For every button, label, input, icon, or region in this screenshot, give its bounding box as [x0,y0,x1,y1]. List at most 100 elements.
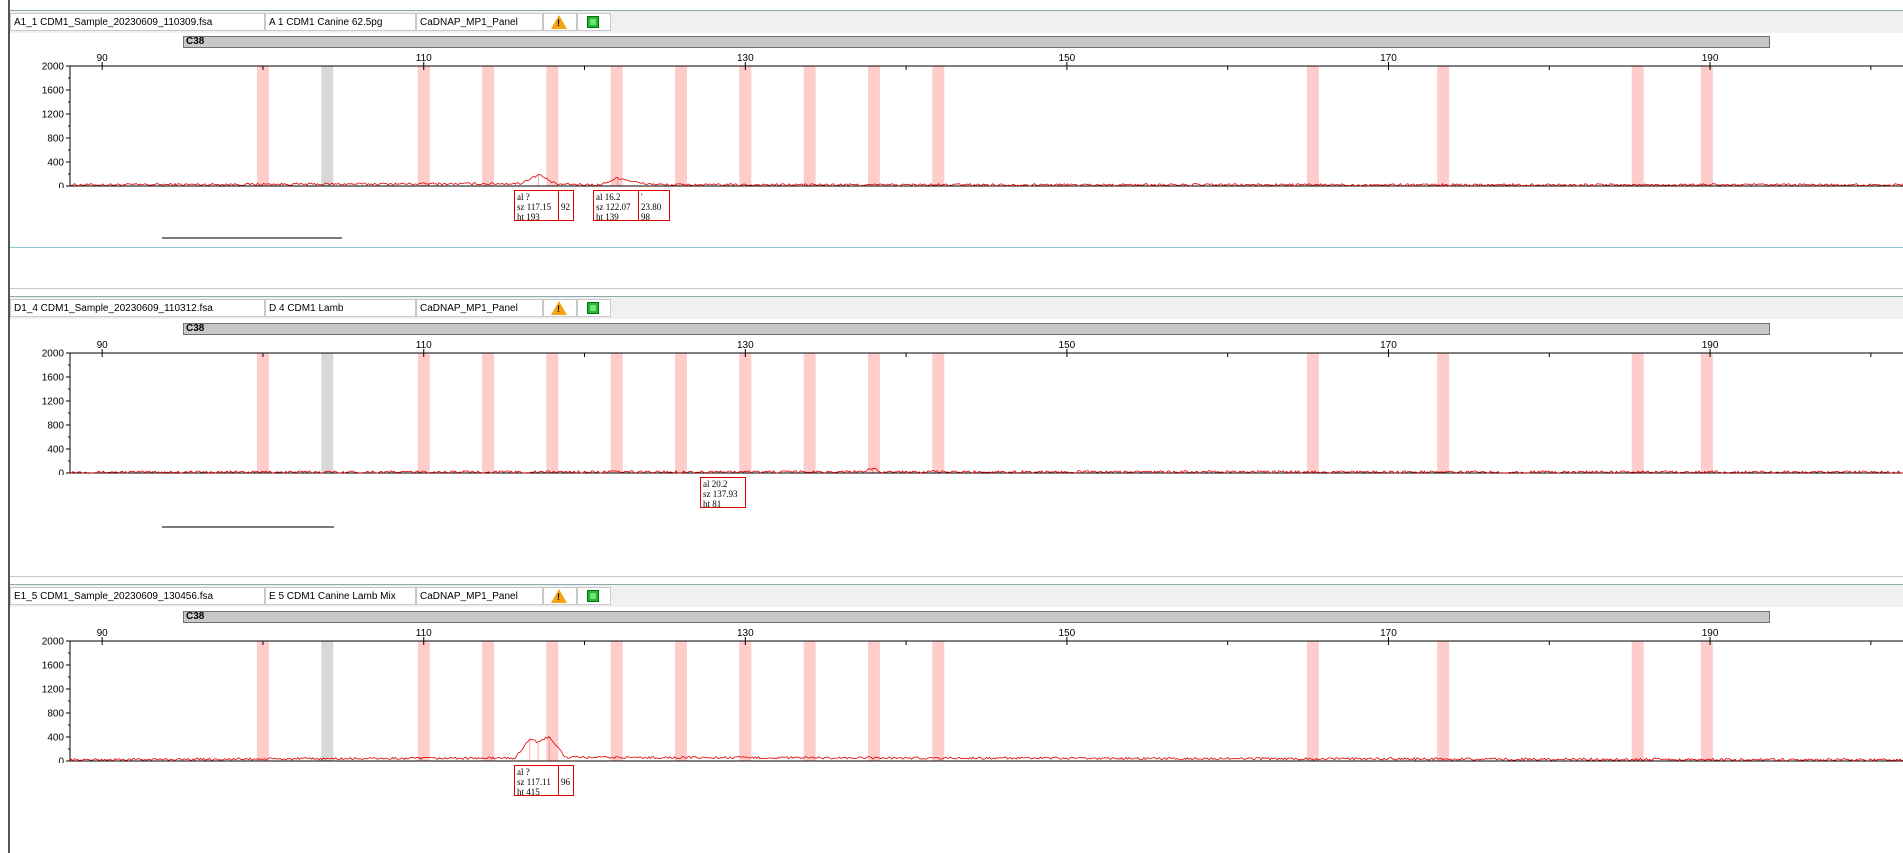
allele-bin [867,66,880,186]
allele-bin [482,353,495,473]
allele-bin [256,641,269,761]
x-tick-label: 150 [1059,340,1076,351]
allele-bin [610,641,623,761]
allele-bin [867,641,880,761]
virtual-bin [321,353,334,473]
y-tick-label: 400 [47,445,64,456]
peak-label-overlap[interactable]: ' 23.80 98 [638,190,670,222]
y-tick-label: 1200 [42,397,65,408]
panel-separator [10,576,1903,577]
peak-label-al: al ? [517,192,530,202]
peak-label[interactable]: al 16.2 sz 122.07 ht 139 [593,190,639,222]
peak-label-sz: sz 122.07 [596,202,631,212]
peak-label-al: al ? [517,767,530,777]
y-tick-label: 1200 [42,110,65,121]
allele-bin [482,66,495,186]
allele-bin [675,66,687,186]
green-status-icon[interactable] [577,299,611,317]
peak-label-al: al 16.2 [596,192,621,202]
electropherogram-chart[interactable]: 90 110 130 150 170 190 2000 1600 1200 800 400 0 [10,48,1903,188]
allele-bin [1437,641,1450,761]
peak-label-extra0 [561,192,571,202]
peak-label[interactable]: al ? sz 117.15 ht 193 [514,190,559,222]
allele-bin [546,353,559,473]
marker-bar-c38[interactable]: C38 [183,611,1770,623]
allele-bin [675,641,687,761]
x-tick-label: 190 [1702,340,1719,351]
peak-label-extra: 96 [561,777,570,787]
allele-bin [739,641,752,761]
file-name-cell[interactable]: E1_5 CDM1_Sample_20230609_130456.fsa [10,587,265,605]
allele-bin [417,66,430,186]
virtual-bin [321,641,334,761]
green-status-icon[interactable] [577,587,611,605]
x-tick-label: 110 [416,628,432,639]
allele-bin [256,353,269,473]
y-tick-label: 400 [47,733,64,744]
allele-bin [610,353,623,473]
peak-label-extra0 [561,767,571,777]
allele-bin [1437,66,1450,186]
peak-label-ht: ht 139 [596,212,619,222]
allele-bin [610,66,623,186]
horizontal-scrollbar[interactable] [162,526,334,528]
x-tick-label: 150 [1059,628,1076,639]
x-tick-label: 130 [737,340,754,351]
allele-bin [1700,641,1713,761]
file-name-cell[interactable]: A1_1 CDM1_Sample_20230609_110309.fsa [10,13,265,31]
y-tick-label: 2000 [42,637,65,648]
sample-name-cell[interactable]: A 1 CDM1 Canine 62.5pg [265,13,416,31]
panel-name-cell[interactable]: CaDNAP_MP1_Panel [416,299,543,317]
peak-label[interactable]: al ? sz 117.11 ht 415 [514,765,559,797]
x-tick-label: 110 [416,53,432,64]
peak-label-ht: ht 415 [517,787,540,797]
left-window-border [8,0,10,853]
allele-bin [1631,641,1644,761]
allele-bin [1631,66,1644,186]
electropherogram-chart[interactable]: 90 110 130 150 170 190 2000 1600 1200 800 400 0 [10,335,1903,475]
peak-label-sz: sz 137.93 [703,489,738,499]
warning-icon[interactable]: ! [543,587,577,605]
allele-bin [932,641,945,761]
peak-label-extra2: 98 [641,212,650,222]
sample-name-cell[interactable]: D 4 CDM1 Lamb [265,299,416,317]
y-tick-label: 1200 [42,685,65,696]
allele-bin [1700,353,1713,473]
peak-label[interactable]: al 20.2 sz 137.93 ht 81 [700,477,746,509]
sample-name-cell[interactable]: E 5 CDM1 Canine Lamb Mix [265,587,416,605]
panel-name-cell[interactable]: CaDNAP_MP1_Panel [416,587,543,605]
x-tick-label: 110 [416,340,432,351]
y-tick-label: 800 [47,421,64,432]
allele-bin [546,641,559,761]
allele-bin [803,353,816,473]
y-tick-label: 1600 [42,661,65,672]
panel-separator [10,247,1903,248]
y-tick-label: 800 [47,134,64,145]
horizontal-scrollbar[interactable] [162,237,342,239]
electropherogram-panel-1: A1_1 CDM1_Sample_20230609_110309.fsa A 1… [10,10,1903,240]
marker-bar-c38[interactable]: C38 [183,323,1770,335]
peak-label-extra: 92 [561,202,570,212]
y-tick-label: 0 [58,182,64,189]
file-name-cell[interactable]: D1_4 CDM1_Sample_20230609_110312.fsa [10,299,265,317]
peak-label-overlap[interactable]: 96 [558,765,574,796]
panel-name-cell[interactable]: CaDNAP_MP1_Panel [416,13,543,31]
warning-icon[interactable]: ! [543,13,577,31]
allele-bin [256,66,269,186]
peak-label-sz: sz 117.11 [517,777,551,787]
green-status-icon[interactable] [577,13,611,31]
peak-label-overlap[interactable]: 92 [558,190,574,221]
x-tick-label: 130 [737,628,754,639]
allele-bin [1631,353,1644,473]
electropherogram-panel-2: D1_4 CDM1_Sample_20230609_110312.fsa D 4… [10,296,1903,528]
allele-bin [932,66,945,186]
allele-bin [417,641,430,761]
warning-icon[interactable]: ! [543,299,577,317]
allele-bin [1306,353,1319,473]
x-tick-label: 190 [1702,53,1719,64]
marker-bar-c38[interactable]: C38 [183,36,1770,48]
allele-bin [803,641,816,761]
y-tick-label: 2000 [42,349,65,360]
y-tick-label: 1600 [42,86,65,97]
electropherogram-chart[interactable]: 90 110 130 150 170 190 2000 1600 1200 800 400 0 [10,623,1903,763]
